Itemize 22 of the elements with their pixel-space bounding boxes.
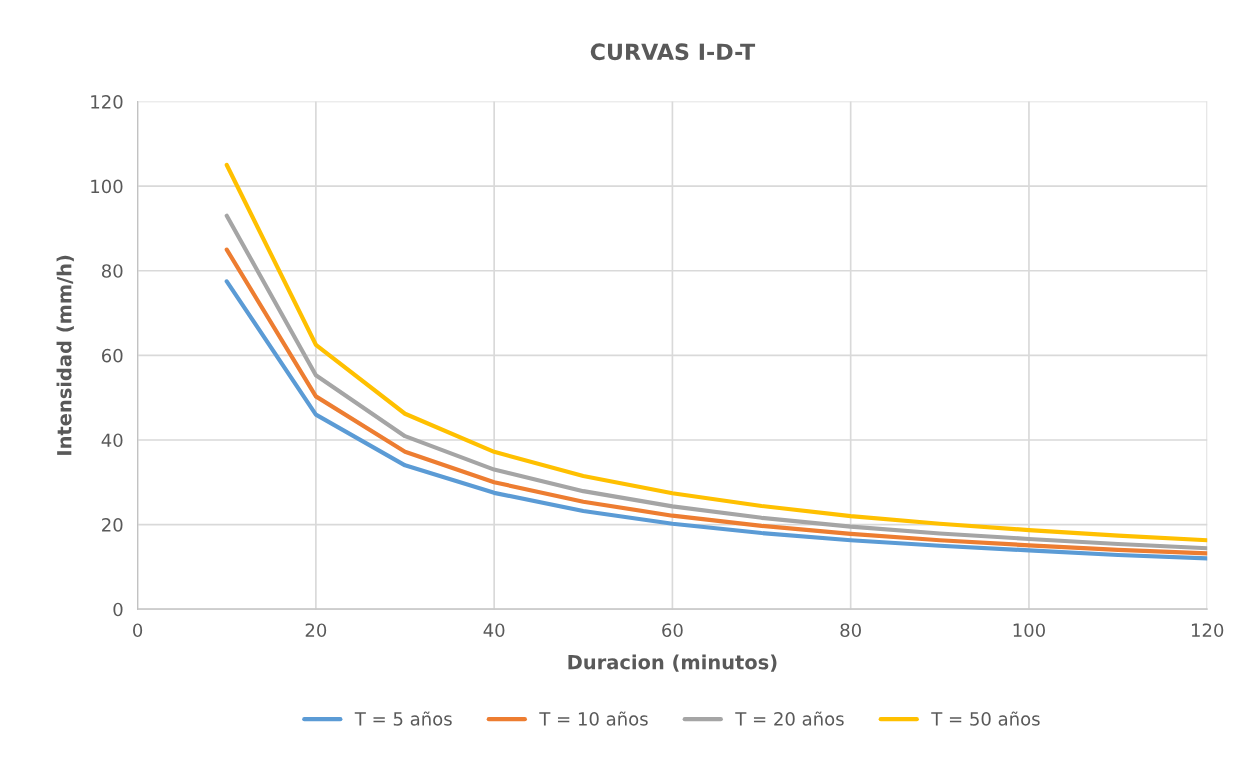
- x-tick-label: 120: [1191, 623, 1224, 638]
- y-tick-label: 0: [113, 602, 123, 617]
- x-tick-label: 40: [483, 623, 505, 638]
- y-tick-label: 60: [102, 348, 123, 363]
- legend-label: T = 50 años: [931, 711, 1040, 726]
- y-tick-label: 80: [101, 264, 123, 278]
- x-tick-label: 60: [662, 623, 683, 638]
- x-tick-label: 0: [133, 623, 143, 638]
- legend-label: T = 5 años: [354, 711, 452, 726]
- legend-label: T = 20 años: [735, 711, 844, 726]
- y-tick-label: 20: [102, 518, 123, 532]
- x-tick-label: 80: [840, 623, 861, 638]
- chart-title: CURVAS I-D-T: [590, 43, 756, 61]
- x-tick-label: 100: [1013, 623, 1045, 638]
- x-axis-title: Duracion (minutos): [568, 654, 777, 672]
- y-tick-label: 120: [91, 94, 123, 109]
- legend-label: T = 10 años: [539, 711, 648, 726]
- x-tick-label: 20: [305, 623, 327, 638]
- line-series: [224, 162, 1208, 543]
- y-tick-label: 40: [101, 433, 123, 448]
- y-axis-title: Intensidad (mm/h): [56, 255, 74, 455]
- y-tick-label: 100: [91, 179, 123, 194]
